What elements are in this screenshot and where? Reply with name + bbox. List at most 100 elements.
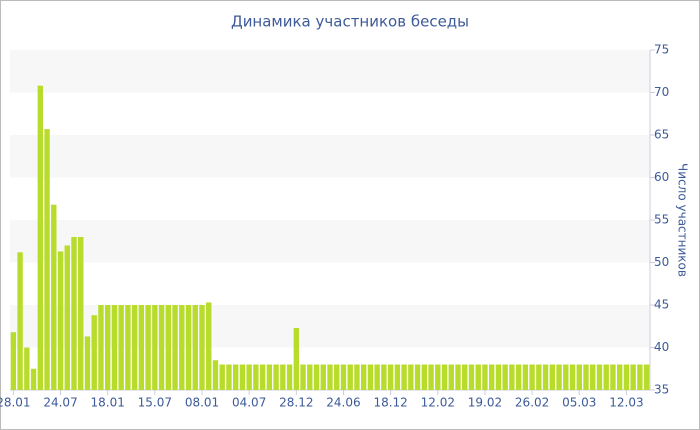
x-tick-label: 12.02 <box>421 396 455 410</box>
bar <box>623 364 630 390</box>
bar <box>340 364 347 390</box>
bar <box>266 364 273 390</box>
x-tick-label: 28.12 <box>279 396 313 410</box>
bar <box>152 305 158 390</box>
bar <box>307 364 313 390</box>
bar <box>401 364 407 390</box>
bar <box>509 364 515 390</box>
bar <box>320 364 326 390</box>
bar <box>286 364 293 390</box>
y-tick-label: 60 <box>654 170 669 184</box>
bar <box>495 364 502 390</box>
bar <box>347 364 353 390</box>
bar <box>259 364 266 390</box>
y-tick-label: 55 <box>654 213 669 227</box>
bar <box>367 364 374 390</box>
bar <box>246 364 252 390</box>
x-tick-label: 24.06 <box>326 396 360 410</box>
bar <box>165 305 172 390</box>
bar <box>643 364 650 390</box>
x-tick-label: 28.01 <box>0 396 31 410</box>
bar <box>253 364 259 390</box>
bar <box>596 364 603 390</box>
bar <box>603 364 609 390</box>
bar <box>387 364 394 390</box>
bar <box>421 364 428 390</box>
bar <box>10 332 17 390</box>
x-tick-label: 12.03 <box>609 396 643 410</box>
bar <box>482 364 488 390</box>
bar <box>17 252 23 390</box>
bar <box>441 364 448 390</box>
bar <box>556 364 562 390</box>
bar <box>104 305 111 390</box>
bar <box>30 368 37 390</box>
bar <box>293 327 300 390</box>
bar <box>360 364 367 390</box>
bar <box>37 85 44 390</box>
bar <box>172 305 178 390</box>
x-tick-label: 19.02 <box>468 396 502 410</box>
bar <box>185 305 192 390</box>
bar <box>111 305 118 390</box>
bar <box>408 364 414 390</box>
chart-title: Динамика участников беседы <box>231 13 469 31</box>
bar <box>394 364 401 390</box>
bar <box>536 364 542 390</box>
bar <box>313 364 320 390</box>
bar <box>219 364 225 390</box>
bar <box>273 364 279 390</box>
bar <box>145 305 151 390</box>
bar <box>435 364 441 390</box>
bar <box>118 305 124 390</box>
grid-band <box>10 135 650 178</box>
y-tick-label: 40 <box>654 340 669 354</box>
bar <box>462 364 468 390</box>
bar <box>448 364 454 390</box>
bar <box>192 305 198 390</box>
bar <box>569 364 576 390</box>
bar <box>158 305 165 390</box>
bar <box>428 364 434 390</box>
bar <box>637 364 643 390</box>
y-tick-label: 70 <box>654 85 669 99</box>
bar <box>24 347 30 390</box>
bar <box>91 315 97 390</box>
grid-band <box>10 220 650 263</box>
bar <box>475 364 481 390</box>
bar <box>57 251 64 390</box>
bar <box>239 364 246 390</box>
y-tick-label: 45 <box>654 298 669 312</box>
bar <box>138 305 145 390</box>
bar <box>468 364 475 390</box>
bar <box>502 364 508 390</box>
x-tick-label: 18.01 <box>91 396 125 410</box>
y-tick-label: 65 <box>654 128 669 142</box>
bar <box>583 364 589 390</box>
x-tick-label: 26.02 <box>515 396 549 410</box>
bar <box>414 364 421 390</box>
bar <box>44 129 50 391</box>
bar <box>488 364 495 390</box>
bar <box>563 364 569 390</box>
y-tick-label: 50 <box>654 255 669 269</box>
bar <box>179 305 185 390</box>
bar <box>199 305 205 390</box>
bar <box>374 364 380 390</box>
bar <box>226 364 232 390</box>
bar <box>71 237 77 390</box>
bar <box>576 364 582 390</box>
bar <box>515 364 522 390</box>
bar <box>327 364 333 390</box>
bar <box>206 302 212 390</box>
x-tick-label: 04.07 <box>232 396 266 410</box>
bar <box>529 364 535 390</box>
bar <box>590 364 596 390</box>
bar <box>300 364 306 390</box>
bar <box>84 336 91 390</box>
bar <box>381 364 387 390</box>
bar <box>125 305 131 390</box>
x-tick-label: 24.07 <box>43 396 77 410</box>
bar <box>455 364 461 390</box>
bar <box>131 305 138 390</box>
